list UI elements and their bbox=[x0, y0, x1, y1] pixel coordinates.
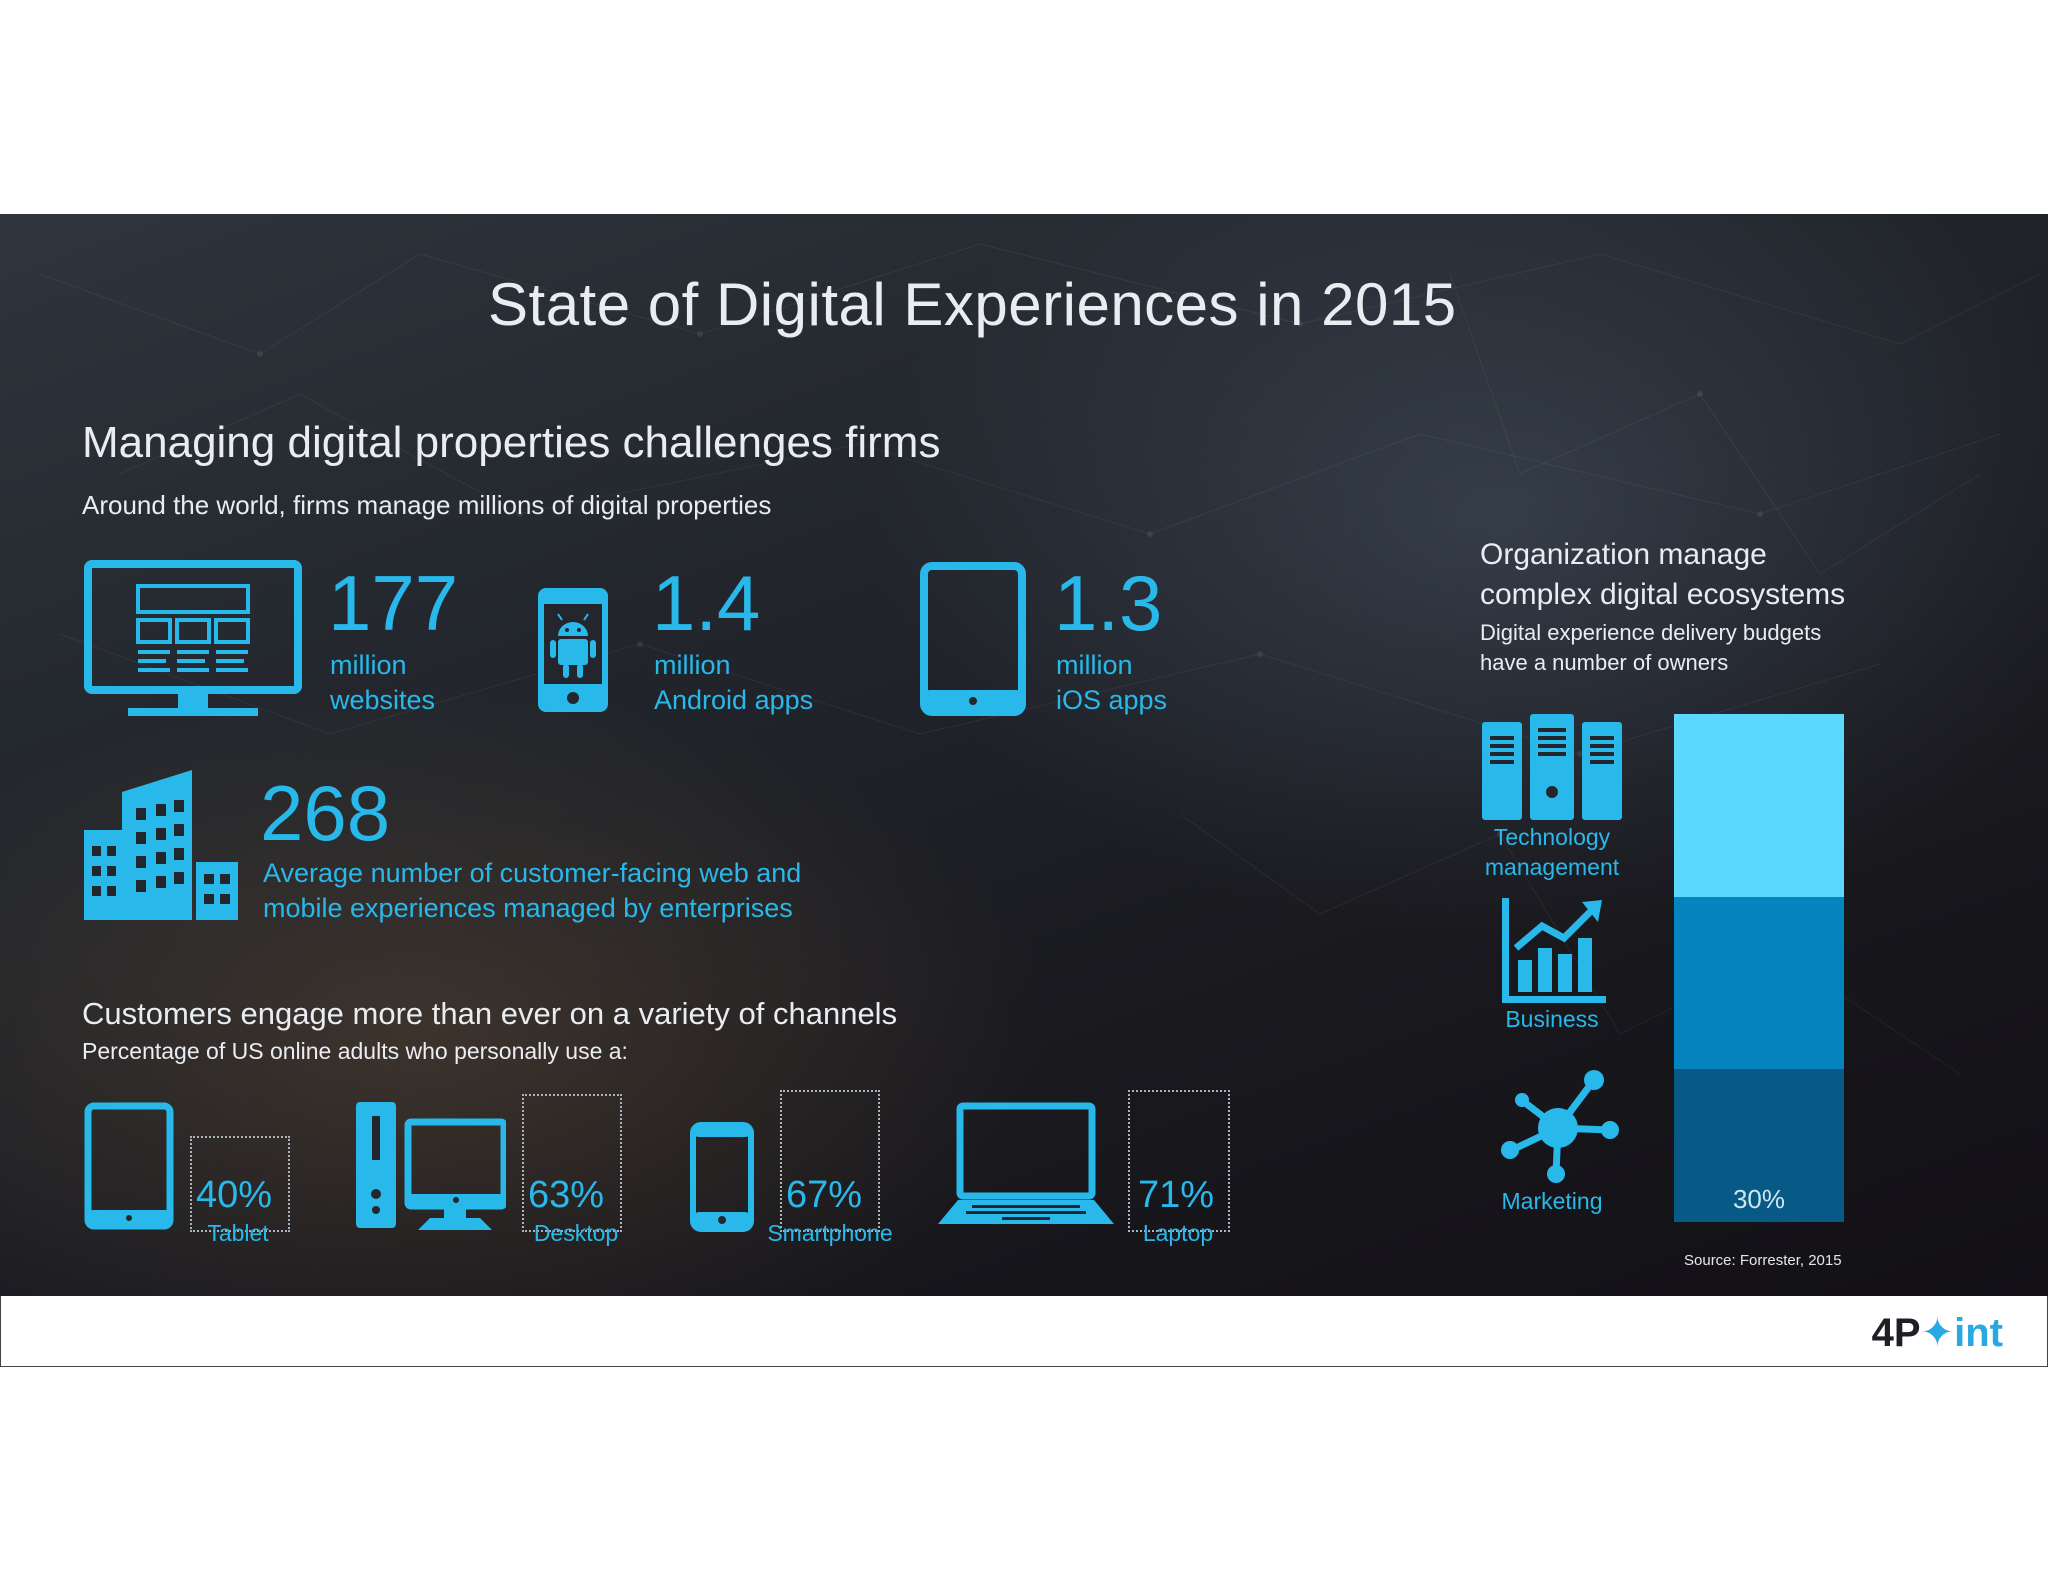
percent-box-smartphone bbox=[780, 1090, 880, 1232]
stat-android-label: Android apps bbox=[654, 685, 814, 715]
percent-smartphone: 67% bbox=[786, 1174, 863, 1216]
device-label-desktop: Desktop bbox=[533, 1220, 619, 1246]
budget-bar-marketing-label: 30% bbox=[1732, 1184, 1786, 1214]
percent-tablet: 40% bbox=[196, 1174, 273, 1216]
stat-ios-value: 1.3 bbox=[1054, 559, 1163, 647]
device-label-laptop: Laptop bbox=[1142, 1220, 1214, 1246]
buildings-icon bbox=[84, 770, 238, 920]
percent-box-tablet bbox=[190, 1136, 290, 1232]
ecosystem-heading-line2: complex digital ecosystems bbox=[1480, 578, 1846, 611]
android-phone-icon bbox=[538, 588, 608, 712]
owner-label-business: Business bbox=[1505, 1006, 1599, 1032]
budget-bar-marketing bbox=[1674, 1069, 1844, 1222]
section-subheading-channels: Percentage of US online adults who perso… bbox=[82, 1038, 628, 1064]
network-hub-icon bbox=[1501, 1070, 1619, 1183]
stat-ios-unit: million bbox=[1056, 650, 1133, 680]
brand-logo: 4P✦int bbox=[1871, 1311, 2003, 1355]
device-label-tablet: Tablet bbox=[207, 1220, 269, 1246]
desktop-icon bbox=[356, 1102, 506, 1230]
stat-enterprise-line1: Average number of customer-facing web an… bbox=[263, 858, 802, 888]
stat-enterprise-value: 268 bbox=[260, 769, 391, 857]
ecosystem-sub-line2: have a number of owners bbox=[1480, 650, 1729, 675]
source-note: Source: Forrester, 2015 bbox=[1684, 1252, 1842, 1269]
ecosystem-sub-line1: Digital experience delivery budgets bbox=[1480, 620, 1822, 645]
tablet-icon bbox=[84, 1102, 174, 1230]
smartphone-icon bbox=[690, 1122, 754, 1232]
percent-box-laptop bbox=[1128, 1090, 1230, 1232]
section-heading-channels: Customers engage more than ever on a var… bbox=[82, 996, 898, 1031]
owner-label-technology-line1: Technology bbox=[1493, 824, 1611, 850]
stat-ios-label: iOS apps bbox=[1056, 685, 1168, 715]
stat-enterprise-line2: mobile experiences managed by enterprise… bbox=[263, 893, 793, 923]
tablet-icon bbox=[920, 562, 1026, 716]
device-label-smartphone: Smartphone bbox=[767, 1220, 893, 1246]
ecosystem-heading-line1: Organization manage bbox=[1480, 538, 1767, 571]
percent-box-desktop bbox=[522, 1094, 622, 1232]
infographic-slide: State of Digital Experiences in 2015 Man… bbox=[0, 214, 2048, 1296]
chart-growth-icon bbox=[1502, 898, 1606, 1003]
monitor-icon bbox=[84, 560, 302, 716]
stat-android-value: 1.4 bbox=[652, 559, 761, 647]
slide-title: State of Digital Experiences in 2015 bbox=[488, 271, 1457, 338]
stat-websites-label: websites bbox=[330, 685, 436, 715]
owner-label-marketing: Marketing bbox=[1501, 1188, 1603, 1214]
budget-bar-business bbox=[1674, 897, 1844, 1069]
laptop-icon bbox=[938, 1102, 1114, 1224]
section-subheading-properties: Around the world, firms manage millions … bbox=[82, 490, 772, 520]
stat-android-unit: million bbox=[654, 650, 731, 680]
stat-websites-unit: million bbox=[330, 650, 407, 680]
logo-star-icon: ✦ bbox=[1920, 1311, 1955, 1355]
section-heading-properties: Managing digital properties challenges f… bbox=[82, 418, 941, 467]
stat-websites-value: 177 bbox=[328, 559, 459, 647]
owner-label-technology-line2: management bbox=[1484, 854, 1620, 880]
server-icon bbox=[1482, 714, 1622, 820]
footer-bar: 4P✦int bbox=[0, 1296, 2048, 1367]
percent-laptop: 71% bbox=[1138, 1174, 1215, 1216]
percent-desktop: 63% bbox=[528, 1174, 605, 1216]
budget-bar-technology bbox=[1674, 714, 1844, 897]
